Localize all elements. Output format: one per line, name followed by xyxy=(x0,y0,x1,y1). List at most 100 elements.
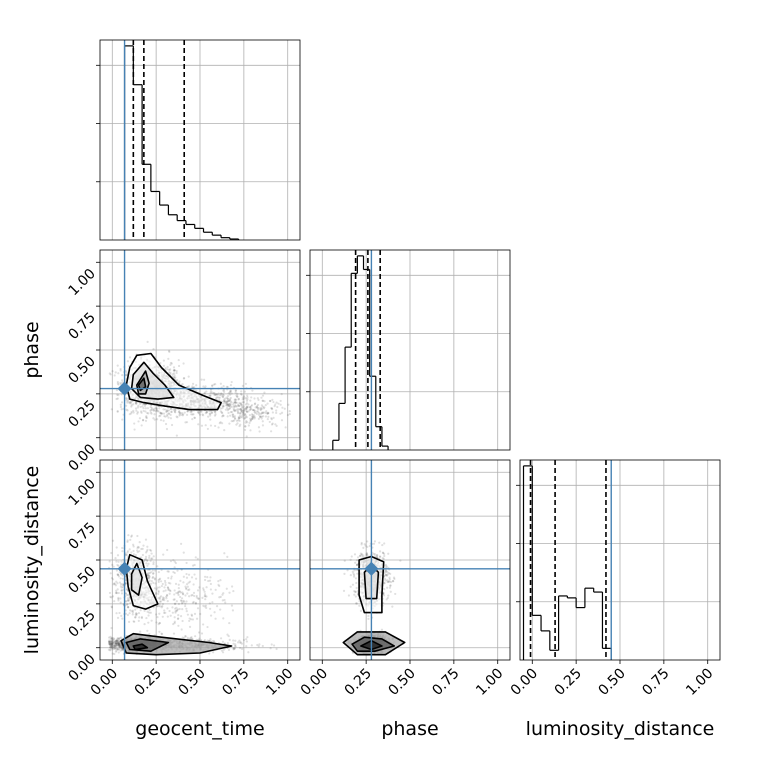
scatter-geocent_time_vs_phase-point-1595 xyxy=(242,409,246,412)
scatter-geocent_time_vs_luminosity_distance-point-225 xyxy=(108,640,111,644)
scatter-geocent_time_vs_luminosity_distance-point-1379 xyxy=(132,543,135,546)
scatter-geocent_time_vs_phase-point-1731 xyxy=(245,415,248,419)
scatter-geocent_time_vs_luminosity_distance-point-1625 xyxy=(116,573,120,576)
scatter-geocent_time_vs_phase-point-1323 xyxy=(237,411,240,414)
scatter-geocent_time_vs_luminosity_distance-point-281 xyxy=(118,643,121,646)
scatter-geocent_time_vs_phase-point-1054 xyxy=(119,403,122,406)
scatter-geocent_time_vs_luminosity_distance-point-1805 xyxy=(166,548,169,552)
scatter-geocent_time_vs_phase-point-1603 xyxy=(262,407,265,410)
scatter-geocent_time_vs_luminosity_distance-point-1300 xyxy=(144,558,147,561)
scatter-geocent_time_vs_phase-point-380 xyxy=(168,350,171,353)
scatter-geocent_time_vs_luminosity_distance-point-1561 xyxy=(120,589,123,592)
scatter-geocent_time_vs_phase-point-1081 xyxy=(234,401,237,404)
scatter-geocent_time_vs_luminosity_distance-point-1380 xyxy=(126,551,129,554)
scatter-geocent_time_vs_phase-point-978 xyxy=(232,401,235,404)
scatter-geocent_time_vs_luminosity_distance-point-1928 xyxy=(177,614,180,617)
scatter-geocent_time_vs_phase-point-969 xyxy=(244,382,247,385)
scatter-geocent_time_vs_phase-point-364 xyxy=(125,397,128,400)
scatter-geocent_time_vs_luminosity_distance-point-16 xyxy=(116,640,119,643)
scatter-geocent_time_vs_luminosity_distance-point-909 xyxy=(232,648,235,651)
scatter-geocent_time_vs_phase-point-1332 xyxy=(218,398,221,402)
scatter-geocent_time_vs_phase-point-1725 xyxy=(232,413,235,416)
scatter-geocent_time_vs_luminosity_distance-point-1595 xyxy=(115,560,118,563)
scatter-geocent_time_vs_phase-point-760 xyxy=(119,367,122,371)
scatter-geocent_time_vs_luminosity_distance-point-1050 xyxy=(250,644,253,647)
scatter-geocent_time_vs_phase-point-390 xyxy=(125,373,128,376)
scatter-geocent_time_vs_phase-point-1249 xyxy=(129,400,132,404)
scatter-geocent_time_vs_phase-point-201 xyxy=(142,407,145,410)
scatter-geocent_time_vs_luminosity_distance-point-1986 xyxy=(156,604,159,608)
scatter-geocent_time_vs_phase-point-1628 xyxy=(218,422,221,425)
scatter-geocent_time_vs_luminosity_distance-point-1392 xyxy=(127,620,131,623)
scatter-geocent_time_vs_phase-point-298 xyxy=(169,413,172,417)
scatter-geocent_time_vs_luminosity_distance-point-2041 xyxy=(152,581,155,584)
scatter-geocent_time_vs_phase-point-1132 xyxy=(209,394,212,397)
scatter-geocent_time_vs_phase-point-224 xyxy=(176,379,179,382)
scatter-geocent_time_vs_phase-point-840 xyxy=(147,412,150,415)
scatter-geocent_time_vs_luminosity_distance-point-2020 xyxy=(187,581,190,584)
scatter-geocent_time_vs_phase-point-1399 xyxy=(246,396,249,399)
scatter-geocent_time_vs_luminosity_distance-point-2138 xyxy=(173,560,176,563)
scatter-geocent_time_vs_luminosity_distance-point-1935 xyxy=(182,581,185,584)
scatter-geocent_time_vs_luminosity_distance-point-1004 xyxy=(116,637,119,640)
scatter-geocent_time_vs_luminosity_distance-point-1834 xyxy=(191,593,194,597)
scatter-geocent_time_vs_luminosity_distance-point-77 xyxy=(116,643,119,646)
scatter-geocent_time_vs_phase-point-1213 xyxy=(228,404,231,407)
scatter-geocent_time_vs_phase-point-1368 xyxy=(177,411,180,414)
scatter-geocent_time_vs_phase-point-660 xyxy=(116,380,119,384)
scatter-geocent_time_vs_luminosity_distance-point-2043 xyxy=(182,600,186,603)
scatter-geocent_time_vs_phase-point-821 xyxy=(132,411,135,414)
scatter-geocent_time_vs_phase-point-980 xyxy=(206,427,209,431)
scatter-geocent_time_vs_phase-point-1142 xyxy=(224,404,228,407)
scatter-geocent_time_vs_phase-point-1070 xyxy=(180,413,183,416)
scatter-geocent_time_vs_luminosity_distance-point-2022 xyxy=(232,589,235,593)
scatter-geocent_time_vs_phase-point-790 xyxy=(155,408,158,411)
scatter-geocent_time_vs_luminosity_distance-point-1473 xyxy=(129,609,132,612)
scatter-geocent_time_vs_phase-point-567 xyxy=(116,364,119,367)
scatter-geocent_time_vs_phase-point-1664 xyxy=(271,422,274,425)
scatter-geocent_time_vs_luminosity_distance-point-331 xyxy=(116,647,120,650)
scatter-geocent_time_vs_phase-point-1392 xyxy=(240,403,243,407)
scatter-geocent_time_vs_phase-point-1624 xyxy=(250,396,253,399)
scatter-geocent_time_vs_phase-point-1065 xyxy=(240,393,243,396)
scatter-geocent_time_vs_luminosity_distance-point-2023 xyxy=(180,542,183,545)
scatter-geocent_time_vs_phase-point-1486 xyxy=(229,400,232,403)
scatter-geocent_time_vs_luminosity_distance-point-2061 xyxy=(176,617,180,620)
scatter-geocent_time_vs_phase-point-813 xyxy=(134,407,138,410)
scatter-geocent_time_vs_luminosity_distance-point-2074 xyxy=(231,609,235,612)
scatter-geocent_time_vs_luminosity_distance-point-1792 xyxy=(140,615,144,619)
scatter-geocent_time_vs_phase-point-1580 xyxy=(250,415,254,418)
scatter-geocent_time_vs_phase-point-1528 xyxy=(234,389,238,392)
scatter-geocent_time_vs_phase-point-573 xyxy=(121,374,124,377)
scatter-geocent_time_vs_phase-point-1124 xyxy=(152,409,155,412)
scatter-geocent_time_vs_phase-point-1168 xyxy=(132,409,135,412)
scatter-geocent_time_vs_luminosity_distance-point-1800 xyxy=(182,551,185,554)
scatter-geocent_time_vs_luminosity_distance-point-1760 xyxy=(115,580,118,583)
scatter-geocent_time_vs_phase-point-1582 xyxy=(240,411,243,414)
scatter-geocent_time_vs_luminosity_distance-point-647 xyxy=(118,643,121,646)
scatter-geocent_time_vs_luminosity_distance-point-2031 xyxy=(177,587,180,590)
scatter-geocent_time_vs_luminosity_distance-point-2066 xyxy=(202,623,205,626)
scatter-geocent_time_vs_luminosity_distance-point-269 xyxy=(115,639,118,642)
scatter-geocent_time_vs_phase-point-1414 xyxy=(190,413,193,416)
scatter-geocent_time_vs_luminosity_distance-point-1885 xyxy=(179,579,182,582)
scatter-geocent_time_vs_luminosity_distance-point-1951 xyxy=(205,595,208,598)
scatter-geocent_time_vs_luminosity_distance-point-2037 xyxy=(191,637,194,641)
scatter-geocent_time_vs_luminosity_distance-point-907 xyxy=(188,637,191,640)
scatter-geocent_time_vs_luminosity_distance-point-1210 xyxy=(115,639,119,642)
scatter-geocent_time_vs_phase-point-66 xyxy=(134,402,138,405)
scatter-geocent_time_vs_luminosity_distance-point-1806 xyxy=(185,610,188,613)
scatter-geocent_time_vs_phase-point-1597 xyxy=(242,412,245,416)
scatter-geocent_time_vs_phase-point-678 xyxy=(158,407,161,410)
scatter-geocent_time_vs_luminosity_distance-point-1460 xyxy=(146,559,149,562)
scatter-geocent_time_vs_luminosity_distance-point-2075 xyxy=(153,587,156,590)
scatter-geocent_time_vs_phase-point-601 xyxy=(146,411,149,415)
scatter-geocent_time_vs_phase-point-1357 xyxy=(159,412,162,415)
scatter-geocent_time_vs_phase-point-1684 xyxy=(266,418,269,421)
scatter-geocent_time_vs_luminosity_distance-point-1881 xyxy=(164,611,167,614)
scatter-geocent_time_vs_phase-point-193 xyxy=(142,418,145,422)
scatter-geocent_time_vs_phase-point-40 xyxy=(172,369,176,372)
scatter-geocent_time_vs_phase-point-1706 xyxy=(273,405,276,408)
scatter-geocent_time_vs_luminosity_distance-point-814 xyxy=(110,639,113,643)
scatter-geocent_time_vs_phase-point-1257 xyxy=(233,409,236,412)
